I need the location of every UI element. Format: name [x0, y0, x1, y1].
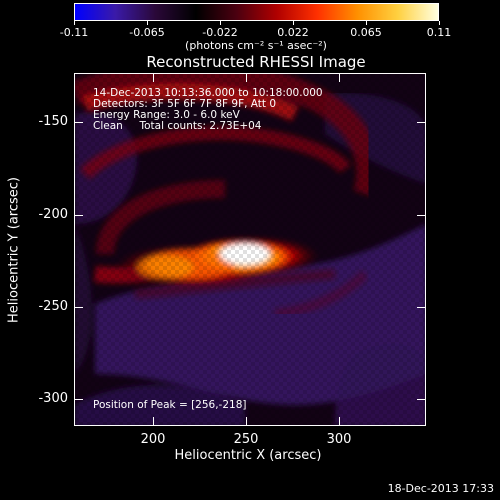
generation-timestamp: 18-Dec-2013 17:33 — [387, 482, 494, 495]
detectors-info: Detectors: 3F 5F 6F 7F 8F 9F, Att 0 — [93, 98, 277, 110]
colorbar-tick-label: -0.065 — [129, 26, 165, 39]
colorbar-tick-label: -0.11 — [59, 26, 89, 39]
x-axis-label: Heliocentric X (arcsec) — [174, 448, 322, 463]
y-tick-label: -300 — [38, 391, 68, 406]
colorbar-units: (photons cm⁻² s⁻¹ asec⁻²) — [185, 39, 327, 52]
colorbar-tick-label: 0.11 — [426, 26, 452, 39]
method-counts-info: Clean Total counts: 2.73E+04 — [93, 120, 262, 132]
x-tick-label: 200 — [140, 432, 166, 447]
colorbar-tick-label: -0.022 — [202, 26, 238, 39]
y-tick — [74, 122, 83, 123]
x-tick — [246, 417, 247, 426]
colorbar-tick — [366, 21, 367, 25]
rhessi-image-map — [75, 74, 425, 425]
x-tick — [246, 73, 247, 82]
colorbar — [74, 3, 439, 21]
y-tick — [74, 399, 83, 400]
colorbar-tick — [293, 21, 294, 25]
colorbar-tick — [220, 21, 221, 25]
x-tick-label: 300 — [326, 432, 352, 447]
y-tick — [417, 122, 426, 123]
y-tick — [417, 307, 426, 308]
peak-position-label: Position of Peak = [256,-218] — [93, 399, 247, 411]
colorbar-tick — [439, 21, 440, 25]
colorbar-tick-label: 0.022 — [277, 26, 309, 39]
x-tick — [153, 417, 154, 426]
y-tick-label: -200 — [38, 207, 68, 222]
x-tick — [339, 417, 340, 426]
rhessi-image: 14-Dec-2013 10:13:36.000 to 10:18:00.000… — [74, 73, 426, 426]
colorbar-tick-label: 0.065 — [350, 26, 382, 39]
plot-title: Reconstructed RHESSI Image — [146, 53, 366, 71]
y-tick — [74, 307, 83, 308]
energy-range-info: Energy Range: 3.0 - 6.0 keV — [93, 109, 240, 121]
colorbar-tick — [147, 21, 148, 25]
y-tick — [417, 215, 426, 216]
x-tick — [153, 73, 154, 82]
y-tick-label: -250 — [38, 299, 68, 314]
colorbar-tick — [74, 21, 75, 25]
x-tick — [339, 73, 340, 82]
observation-time-range: 14-Dec-2013 10:13:36.000 to 10:18:00.000 — [93, 87, 323, 99]
y-tick-label: -150 — [38, 114, 68, 129]
x-tick-label: 250 — [233, 432, 259, 447]
y-tick — [74, 215, 83, 216]
y-tick — [417, 399, 426, 400]
y-axis-label: Heliocentric Y (arcsec) — [6, 177, 22, 323]
